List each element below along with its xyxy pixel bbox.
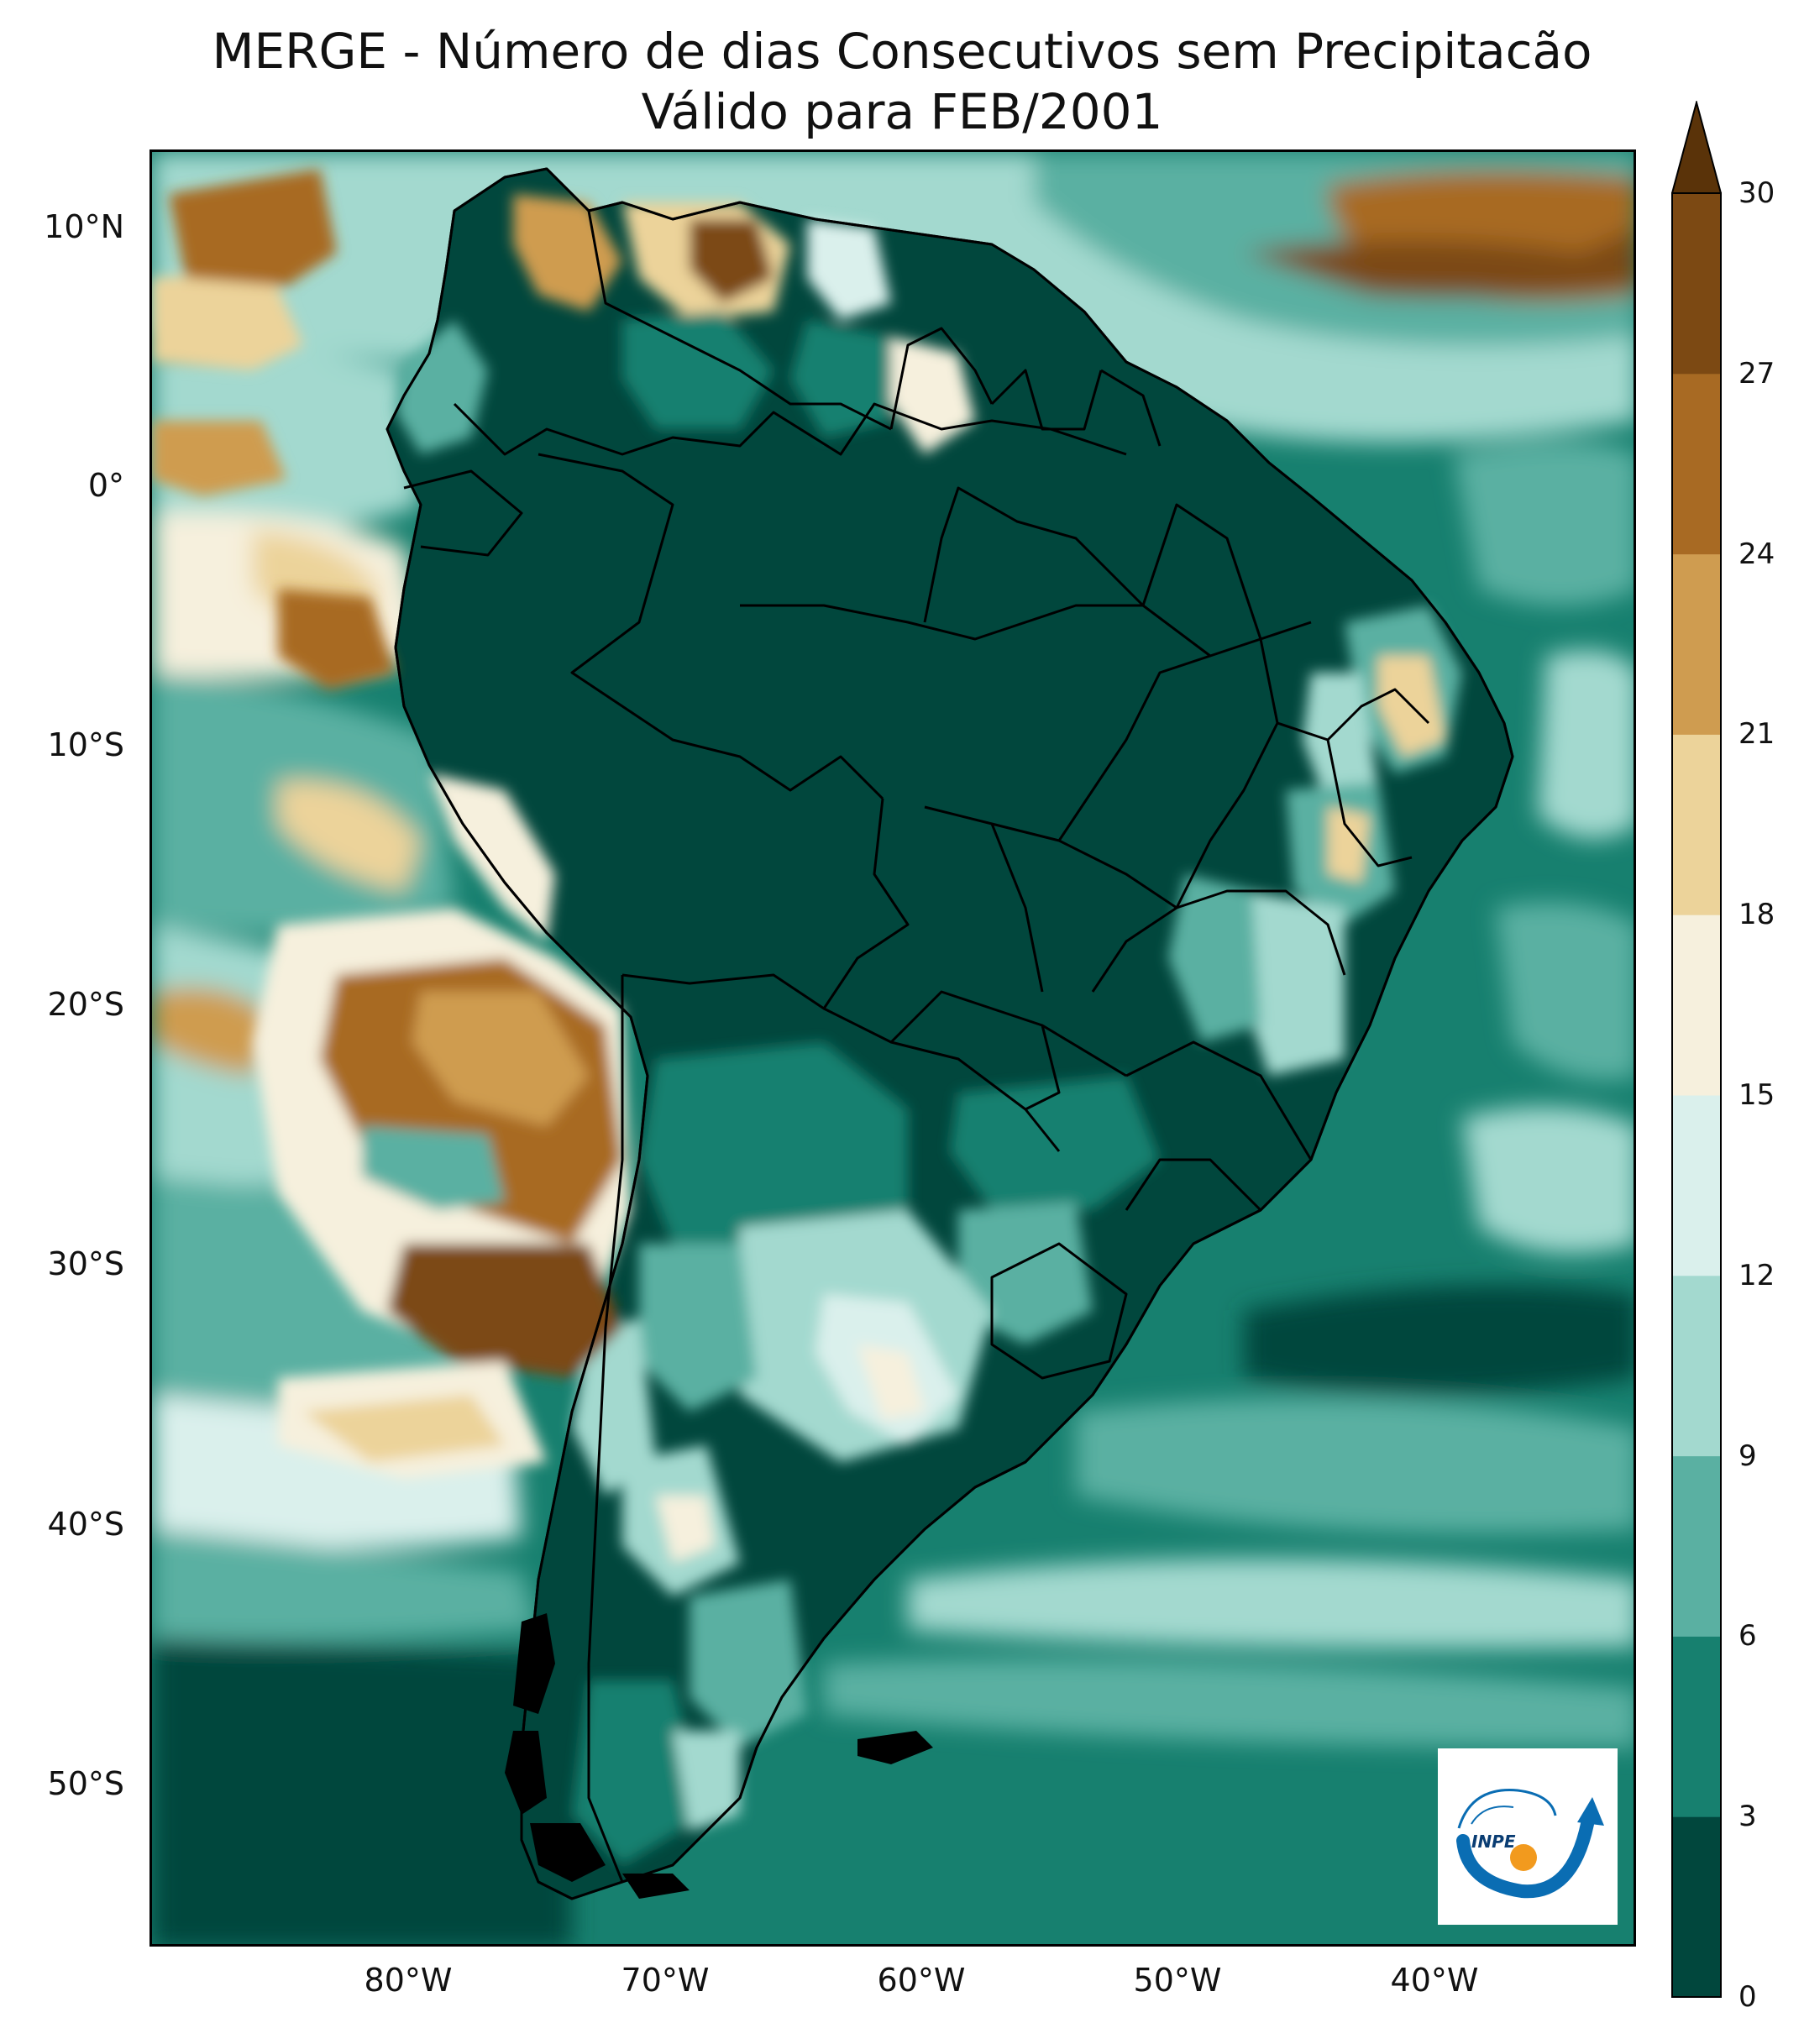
inpe-logo-text: INPE [1471,1832,1516,1852]
colorbar-segment [1672,1095,1721,1276]
colorbar-tick-label: 30 [1738,176,1775,210]
colorbar-tick-label: 27 [1738,356,1775,390]
colorbar-border [1671,192,1722,1998]
country-borders [385,167,1514,1900]
lat-label-40s: 40°S [47,1506,124,1543]
colorbar-segment [1672,193,1721,375]
colorbar-extend-arrow [1671,101,1722,194]
lat-label-30s: 30°S [47,1245,124,1282]
lon-label-60w: 60°W [877,1962,966,1999]
colorbar-segment [1672,1275,1721,1457]
lat-label-10n: 10°N [44,208,124,245]
land-patches [152,169,1462,1865]
colorbar-tick-label: 21 [1738,717,1775,752]
colorbar-tick-label: 9 [1738,1439,1757,1473]
map-panel [149,149,1636,1947]
lat-label-0: 0° [87,467,124,504]
colorbar-segment [1672,1455,1721,1637]
lon-label-40w: 40°W [1390,1962,1479,1999]
colorbar-tick-label: 3 [1738,1800,1757,1834]
colorbar-tick-label: 24 [1738,537,1775,571]
colorbar-tick-label: 0 [1738,1980,1757,2014]
colorbar-segment [1672,1636,1721,1817]
colorbar-segment [1672,1816,1721,1998]
inpe-logo-graphic: INPE [1456,1789,1604,1899]
lon-label-50w: 50°W [1133,1962,1222,1999]
colorbar-tick-label: 15 [1738,1078,1775,1112]
colorbar-segment [1672,373,1721,555]
colorbar-segment [1672,553,1721,735]
lon-label-80w: 80°W [364,1962,453,1999]
lat-label-10s: 10°S [47,726,124,763]
lat-label-20s: 20°S [47,986,124,1023]
colorbar-segment [1672,915,1721,1096]
colorbar [1671,101,1722,1998]
chilean-archipelago [505,1613,933,1899]
precipitation-map [152,152,1634,1944]
colorbar-segment [1672,734,1721,915]
colorbar-tick-label: 18 [1738,898,1775,932]
colorbar-tick-label: 12 [1738,1258,1775,1292]
lon-label-70w: 70°W [621,1962,710,1999]
map-title-line-1: MERGE - Número de dias Consecutivos sem … [212,23,1592,80]
colorbar-tick-label: 6 [1738,1619,1757,1654]
map-title-line-2: Válido para FEB/2001 [641,83,1163,140]
inpe-logo: INPE [1438,1748,1618,1925]
lat-label-50s: 50°S [47,1765,124,1802]
